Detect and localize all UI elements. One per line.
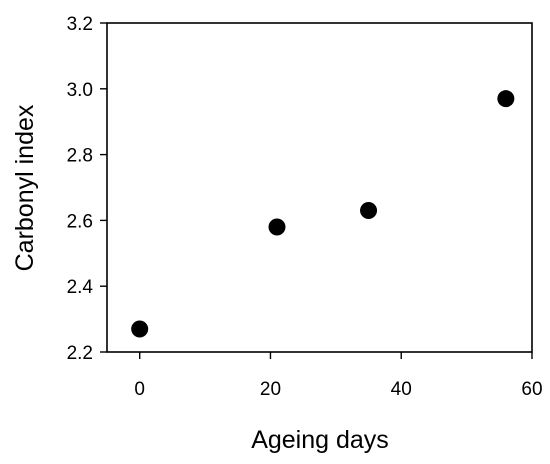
y-tick-label: 3.0 <box>67 80 93 101</box>
x-axis-title: Ageing days <box>251 426 389 454</box>
y-tick-label: 2.4 <box>67 277 94 298</box>
x-tick-label: 20 <box>260 379 281 400</box>
plot-frame <box>106 22 533 353</box>
data-point <box>268 218 286 236</box>
y-tick-label: 3.2 <box>67 14 93 35</box>
y-tick-label: 2.8 <box>67 146 93 167</box>
y-tick-label: 2.2 <box>67 343 93 364</box>
x-axis-ticks: 0 20 40 60 <box>134 352 543 400</box>
y-axis-title: Carbonyl index <box>11 104 39 271</box>
y-axis-ticks: 2.2 2.4 2.6 2.8 3.0 3.2 <box>67 14 107 364</box>
x-tick-label: 0 <box>134 379 145 400</box>
x-tick-label: 60 <box>521 379 542 400</box>
data-point <box>497 90 515 108</box>
y-tick-label: 2.6 <box>67 211 93 232</box>
data-point <box>360 202 378 220</box>
data-points <box>131 90 515 338</box>
x-tick-label: 40 <box>391 379 412 400</box>
data-point <box>131 320 149 338</box>
